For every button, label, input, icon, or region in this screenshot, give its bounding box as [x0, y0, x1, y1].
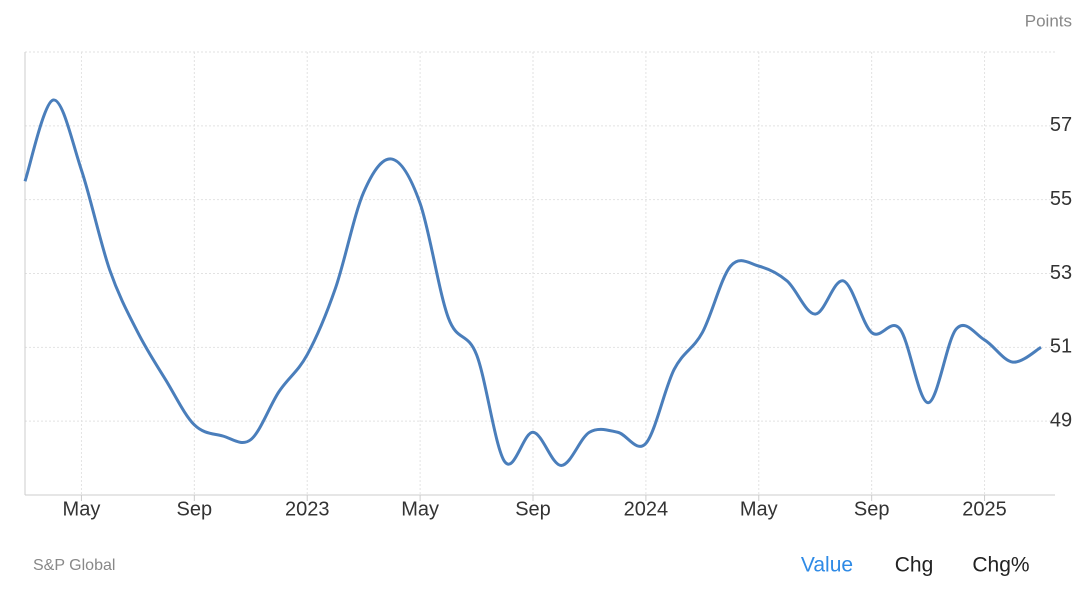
- line: [23, 98, 1042, 467]
- x-tick-label: 2024: [624, 498, 669, 520]
- y-tick-label: 53: [1050, 262, 1072, 284]
- y-axis-label: Points: [1025, 11, 1072, 30]
- y-tick-label: 57: [1050, 114, 1072, 136]
- source: S&P Global: [33, 557, 115, 574]
- y-tick-label: 51: [1050, 336, 1072, 358]
- x-tick-label: Sep: [177, 498, 213, 520]
- x-tick-label: Sep: [854, 498, 890, 520]
- tab[interactable]: Value: [801, 554, 853, 577]
- x-tick-label: 2023: [285, 498, 330, 520]
- x-tick-label: May: [401, 498, 439, 520]
- y-tick-label: 55: [1050, 188, 1072, 210]
- x-tick-label: May: [740, 498, 778, 520]
- tab[interactable]: Chg%: [972, 554, 1029, 577]
- x-tick-label: May: [63, 498, 101, 520]
- y-tick-label: 49: [1050, 409, 1072, 431]
- tab[interactable]: Chg: [895, 554, 934, 577]
- x-tick-label: Sep: [515, 498, 551, 520]
- x-tick-label: 2025: [962, 498, 1007, 520]
